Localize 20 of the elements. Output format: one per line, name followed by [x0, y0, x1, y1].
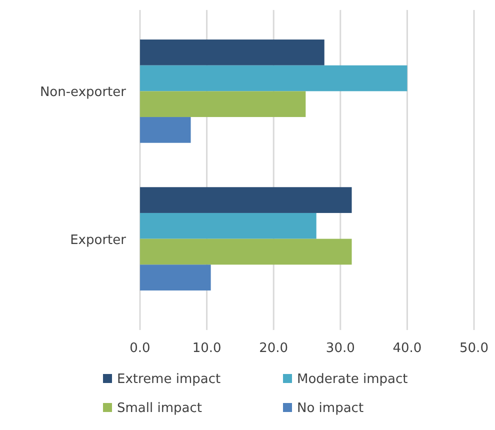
bar — [140, 238, 352, 265]
bar — [140, 91, 306, 118]
x-tick-label: 20.0 — [259, 341, 288, 356]
x-tick-label: 40.0 — [392, 341, 422, 356]
legend-label: Moderate impact — [297, 372, 408, 387]
x-tick-label: 30.0 — [326, 341, 355, 356]
legend-label: No impact — [297, 401, 364, 416]
bar — [140, 187, 352, 213]
x-tick-label: 0.0 — [130, 341, 150, 356]
bar — [140, 212, 316, 239]
y-tick-label: Non-exporter — [40, 85, 127, 100]
bar — [140, 40, 324, 66]
legend-label: Extreme impact — [117, 372, 221, 387]
x-tick-label: 10.0 — [192, 341, 222, 356]
legend-label: Small impact — [117, 401, 202, 416]
bar — [140, 117, 191, 143]
x-tick-label: 50.0 — [460, 341, 488, 356]
bar — [140, 264, 211, 290]
y-tick-label: Exporter — [70, 232, 127, 248]
bar — [140, 65, 408, 92]
